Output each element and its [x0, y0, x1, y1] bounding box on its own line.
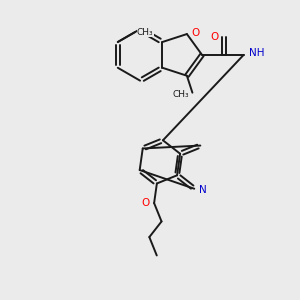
Text: O: O — [192, 28, 200, 38]
Text: O: O — [211, 32, 219, 42]
Text: CH₃: CH₃ — [137, 28, 154, 37]
Text: O: O — [141, 198, 149, 208]
Text: NH: NH — [249, 48, 264, 58]
Text: N: N — [199, 185, 207, 195]
Text: CH₃: CH₃ — [173, 90, 189, 99]
